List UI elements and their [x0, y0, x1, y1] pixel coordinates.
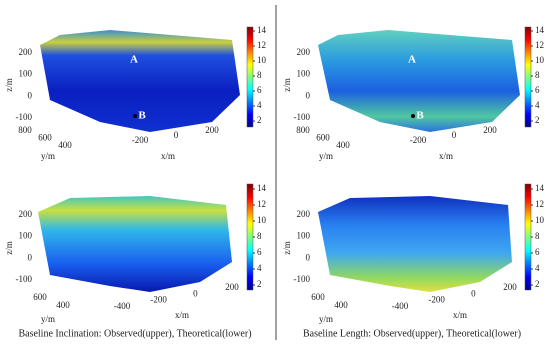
colorbar-tick-label: 6 — [535, 247, 540, 257]
x-axis-label: x/m — [175, 310, 189, 320]
point-cloud — [38, 196, 232, 292]
y-axis-label: y/m — [319, 151, 333, 161]
z-axis-label: z/m — [282, 241, 292, 255]
z-tick-label: 100 — [19, 69, 33, 79]
z-tick-label: 200 — [297, 209, 311, 219]
annotation: A — [408, 54, 416, 66]
colorbar-tick-label: 14 — [257, 25, 267, 35]
z-tick-label: 100 — [19, 231, 33, 241]
colorbar-tick-label: 12 — [535, 40, 544, 50]
colorbar-tick-label: 14 — [535, 183, 545, 193]
x-tick-label: -200 — [150, 295, 167, 305]
colorbar-tick-label: 2 — [257, 115, 262, 125]
annotation: B — [138, 110, 146, 122]
y-axis-label: y/m — [319, 314, 333, 324]
colorbar-tick-label: 10 — [535, 215, 545, 225]
caption: Baseline Length: Observed(upper), Theore… — [303, 328, 521, 339]
colorbar-tick-label: 8 — [257, 231, 262, 241]
x-tick-label: -200 — [132, 135, 149, 145]
y-axis-label: y/m — [41, 314, 55, 324]
x-tick-label: 0 — [174, 130, 179, 140]
x-tick-label: 0 — [471, 288, 476, 298]
point-cloud — [318, 30, 520, 132]
annotation: A — [130, 54, 138, 66]
colorbar-tick-label: 10 — [535, 55, 545, 65]
y-tick-label: 400 — [58, 140, 72, 150]
z-axis-label: z/m — [4, 78, 14, 92]
point-cloud — [318, 196, 512, 292]
x-tick-label: -200 — [410, 135, 427, 145]
x-tick-label: 200 — [205, 125, 219, 135]
x-tick-label: -400 — [392, 301, 409, 311]
point-cloud — [40, 30, 240, 132]
colorbar-tick-label: 4 — [257, 100, 262, 110]
colorbar — [524, 26, 532, 128]
x-tick-label: 200 — [483, 125, 497, 135]
colorbar-tick-label: 8 — [257, 70, 262, 80]
colorbar-tick-label: 14 — [257, 183, 267, 193]
z-tick-label: -100 — [294, 274, 311, 284]
y-tick-label: 400 — [336, 140, 350, 150]
y-tick-label: 400 — [56, 300, 70, 310]
x-tick-label: 0 — [193, 288, 198, 298]
marker — [133, 114, 137, 118]
colorbar-tick-label: 10 — [257, 215, 267, 225]
z-tick-label: 100 — [297, 231, 311, 241]
y-axis-label: y/m — [41, 151, 55, 161]
colorbar-tick-label: 12 — [257, 40, 266, 50]
z-tick-label: 100 — [297, 69, 311, 79]
x-tick-label: 200 — [503, 282, 517, 292]
colorbar — [246, 183, 254, 291]
colorbar-tick-label: 8 — [535, 70, 540, 80]
x-tick-label: -200 — [428, 295, 445, 305]
z-tick-label: -100 — [294, 112, 311, 122]
x-tick-label: 0 — [452, 130, 457, 140]
colorbar-tick-label: 6 — [257, 247, 262, 257]
z-axis-label: z/m — [282, 78, 292, 92]
colorbar-tick-label: 12 — [257, 199, 266, 209]
z-tick-label: 200 — [19, 47, 33, 57]
shapes — [38, 30, 520, 292]
x-axis-label: x/m — [453, 310, 467, 320]
x-axis-label: x/m — [161, 151, 175, 161]
y-tick-label: 600 — [316, 133, 330, 143]
x-tick-label: 200 — [225, 282, 239, 292]
colorbar — [246, 26, 254, 128]
colorbar-tick-label: 4 — [257, 263, 262, 273]
y-tick-label: 800 — [18, 125, 32, 135]
z-tick-label: 0 — [28, 252, 33, 262]
z-tick-label: -100 — [16, 274, 33, 284]
annotation: B — [416, 110, 424, 122]
colorbar-tick-label: 10 — [257, 55, 267, 65]
colorbar-tick-label: 8 — [535, 231, 540, 241]
colorbar-tick-label: 4 — [535, 263, 540, 273]
z-axis-label: z/m — [4, 241, 14, 255]
y-tick-label: 400 — [334, 300, 348, 310]
colorbar-tick-label: 6 — [257, 85, 262, 95]
z-tick-label: -100 — [16, 112, 33, 122]
y-tick-label: 600 — [311, 292, 325, 302]
colorbar-tick-label: 6 — [535, 85, 540, 95]
marker — [411, 114, 415, 118]
y-tick-label: 800 — [296, 125, 310, 135]
y-tick-label: 600 — [38, 133, 52, 143]
colorbar-tick-label: 12 — [535, 199, 544, 209]
colorbar-tick-label: 2 — [535, 279, 540, 289]
y-tick-label: 600 — [33, 292, 47, 302]
colorbar-tick-label: 4 — [535, 100, 540, 110]
colorbar-tick-label: 2 — [257, 279, 262, 289]
z-tick-label: 0 — [306, 252, 311, 262]
z-tick-label: 0 — [306, 90, 311, 100]
z-tick-label: 200 — [19, 209, 33, 219]
x-axis-label: x/m — [439, 151, 453, 161]
colorbar-tick-label: 2 — [535, 115, 540, 125]
caption: Baseline Inclination: Observed(upper), T… — [18, 328, 251, 339]
x-tick-label: -400 — [114, 301, 131, 311]
z-tick-label: 0 — [28, 90, 33, 100]
colorbar — [524, 183, 532, 291]
z-tick-label: 200 — [297, 47, 311, 57]
colorbar-tick-label: 14 — [535, 25, 545, 35]
